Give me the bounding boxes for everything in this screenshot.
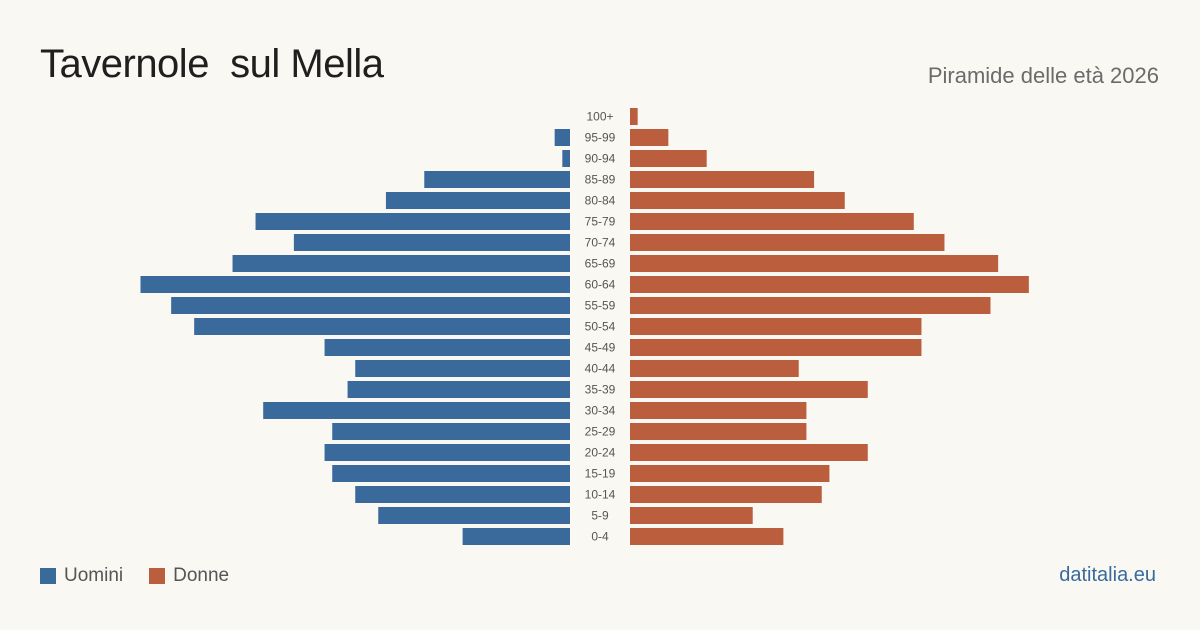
bar-men-80-84 [385, 192, 570, 209]
legend-swatch-women [149, 568, 166, 584]
bar-women-45-49 [630, 339, 922, 356]
age-label-85-89: 85-89 [585, 173, 616, 187]
page-title: Tavernole sul Mella [40, 42, 384, 86]
legend: Uomini Donne [40, 565, 255, 587]
bar-women-80-84 [630, 192, 845, 209]
bar-women-5-9 [630, 507, 753, 524]
bar-men-60-64 [140, 276, 571, 293]
age-label-25-29: 25-29 [585, 425, 616, 439]
chart-subtitle: Piramide delle età 2026 [927, 63, 1159, 88]
bar-women-20-24 [630, 444, 868, 461]
age-label-60-64: 60-64 [585, 278, 616, 292]
age-label-80-84: 80-84 [585, 194, 616, 208]
bar-men-65-69 [232, 255, 570, 272]
age-label-35-39: 35-39 [585, 383, 616, 397]
bar-men-95-99 [554, 129, 570, 146]
bar-men-90-94 [562, 150, 570, 167]
bar-women-100+ [630, 108, 638, 125]
bar-women-60-64 [630, 276, 1029, 293]
bar-women-85-89 [630, 171, 815, 188]
bar-men-5-9 [378, 507, 570, 524]
bar-men-35-39 [347, 381, 570, 398]
age-label-40-44: 40-44 [585, 362, 616, 376]
bar-men-50-54 [194, 318, 571, 335]
bar-women-55-59 [630, 297, 991, 314]
bar-women-90-94 [630, 150, 707, 167]
age-label-55-59: 55-59 [585, 299, 616, 313]
bar-men-20-24 [324, 444, 570, 461]
age-label-10-14: 10-14 [585, 488, 616, 502]
bar-women-30-34 [630, 402, 807, 419]
bar-women-10-14 [630, 486, 822, 503]
bar-women-70-74 [630, 234, 945, 251]
age-label-65-69: 65-69 [585, 257, 616, 271]
bar-men-85-89 [424, 171, 570, 188]
age-label-20-24: 20-24 [585, 446, 616, 460]
age-label-100+: 100+ [586, 110, 613, 124]
age-label-90-94: 90-94 [585, 152, 616, 166]
bar-women-40-44 [630, 360, 799, 377]
age-label-15-19: 15-19 [585, 467, 616, 481]
age-label-30-34: 30-34 [585, 404, 616, 418]
legend-swatch-men [40, 568, 56, 584]
bar-men-40-44 [355, 360, 570, 377]
bar-men-15-19 [332, 465, 570, 482]
bar-men-25-29 [332, 423, 570, 440]
bar-women-50-54 [630, 318, 922, 335]
legend-label-men: Uomini [64, 565, 124, 586]
bar-men-30-34 [263, 402, 570, 419]
age-label-0-4: 0-4 [591, 530, 609, 544]
bar-women-95-99 [630, 129, 669, 146]
bar-women-75-79 [630, 213, 914, 230]
bar-women-15-19 [630, 465, 830, 482]
age-label-50-54: 50-54 [585, 320, 616, 334]
bar-women-65-69 [630, 255, 999, 272]
bar-men-45-49 [324, 339, 570, 356]
bar-women-35-39 [630, 381, 868, 398]
bar-men-75-79 [255, 213, 570, 230]
legend-item-women: Donne [149, 565, 229, 587]
bar-men-10-14 [355, 486, 570, 503]
age-label-95-99: 95-99 [585, 131, 616, 145]
bar-men-55-59 [171, 297, 570, 314]
age-label-5-9: 5-9 [591, 509, 609, 523]
legend-label-women: Donne [173, 565, 230, 586]
brand-link[interactable]: datitalia.eu [1059, 564, 1156, 586]
age-label-75-79: 75-79 [585, 215, 616, 229]
bar-men-0-4 [462, 528, 570, 545]
bar-women-25-29 [630, 423, 807, 440]
legend-item-men: Uomini [40, 565, 123, 587]
age-label-45-49: 45-49 [585, 341, 616, 355]
age-label-70-74: 70-74 [585, 236, 616, 250]
bar-women-0-4 [630, 528, 784, 545]
bar-men-70-74 [293, 234, 570, 251]
